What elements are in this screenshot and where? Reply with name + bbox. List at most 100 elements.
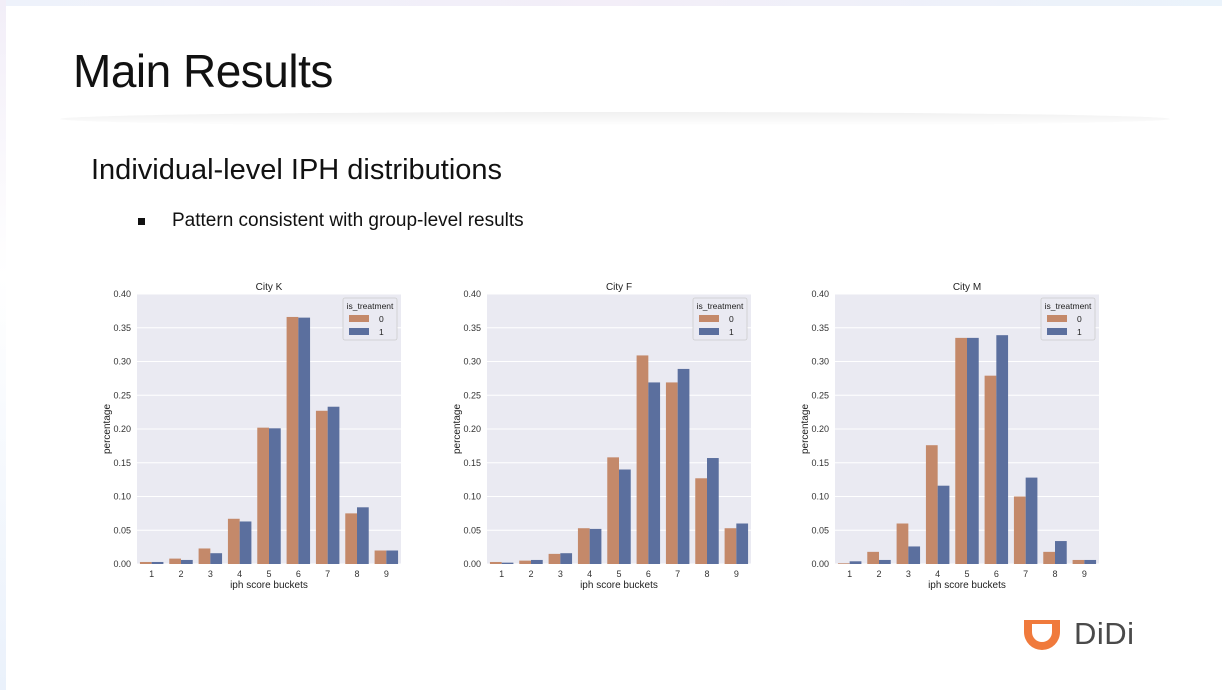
- legend-label-1: 1: [379, 327, 384, 337]
- y-tick-label: 0.25: [463, 390, 481, 400]
- bar-series-1: [1055, 541, 1067, 564]
- x-tick-label: 6: [994, 569, 999, 579]
- legend-swatch-1: [349, 328, 369, 335]
- y-tick-label: 0.30: [113, 357, 131, 367]
- bar-series-0: [636, 355, 649, 564]
- y-axis-label: percentage: [102, 404, 113, 454]
- y-tick-label: 0.05: [811, 525, 829, 535]
- x-tick-label: 2: [178, 569, 183, 579]
- bar-series-1: [210, 553, 223, 564]
- legend-title: is_treatment: [1045, 301, 1092, 311]
- bar-series-0: [665, 382, 678, 564]
- bar-series-0: [695, 478, 707, 564]
- bar-series-1: [560, 553, 573, 564]
- y-tick-label: 0.30: [811, 357, 829, 367]
- legend-label-0: 0: [729, 314, 734, 324]
- y-tick-label: 0.30: [463, 357, 481, 367]
- bar-series-1: [908, 546, 921, 564]
- x-tick-label: 3: [208, 569, 213, 579]
- slide-title: Main Results: [73, 45, 333, 97]
- bar-series-1: [269, 428, 281, 564]
- chart-city-m: 0.00 0.05 0.10 0.15 0.20 0.25 0.30 0.35 0.40 City…: [800, 282, 1099, 591]
- bar-series-1: [996, 335, 1009, 564]
- top-gradient-strip: [0, 0, 1222, 6]
- bar-series-0: [955, 337, 967, 564]
- x-axis-label: iph score buckets: [928, 580, 1006, 591]
- bar-series-1: [1025, 477, 1038, 564]
- x-tick-label: 8: [1052, 569, 1057, 579]
- bar-series-0: [169, 558, 181, 564]
- y-tick-label: 0.10: [113, 492, 131, 502]
- y-tick-label: 0.35: [811, 323, 829, 333]
- legend-label-1: 1: [1077, 327, 1082, 337]
- bullet-item: Pattern consistent with group-level resu…: [138, 210, 524, 232]
- bar-series-1: [967, 337, 979, 564]
- x-tick-label: 1: [499, 569, 504, 579]
- bar-series-0: [519, 560, 531, 564]
- x-tick-label: 2: [876, 569, 881, 579]
- bar-series-0: [315, 410, 328, 564]
- bar-series-1: [619, 469, 631, 564]
- y-axis-label: percentage: [800, 404, 811, 454]
- chart-title: City K: [256, 282, 283, 293]
- bar-series-0: [198, 548, 211, 564]
- y-tick-label: 0.00: [811, 559, 829, 569]
- y-tick-label: 0.00: [113, 559, 131, 569]
- legend-swatch-0: [349, 315, 369, 322]
- bar-series-1: [707, 458, 719, 564]
- legend-title: is_treatment: [347, 301, 394, 311]
- y-tick-label: 0.20: [811, 424, 829, 434]
- bar-series-0: [139, 561, 152, 564]
- slide-subtitle: Individual-level IPH distributions: [91, 154, 503, 186]
- x-tick-label: 6: [646, 569, 651, 579]
- x-axis-label: iph score buckets: [580, 580, 658, 591]
- legend-label-0: 0: [379, 314, 384, 324]
- x-tick-label: 3: [906, 569, 911, 579]
- bar-series-0: [837, 563, 850, 564]
- bar-series-0: [345, 513, 357, 564]
- x-tick-label: 3: [558, 569, 563, 579]
- y-tick-label: 0.40: [113, 289, 131, 299]
- y-tick-label: 0.15: [811, 458, 829, 468]
- x-tick-label: 9: [734, 569, 739, 579]
- bar-series-1: [531, 559, 543, 564]
- legend-title: is_treatment: [697, 301, 744, 311]
- x-tick-label: 6: [296, 569, 301, 579]
- y-axis-label: percentage: [452, 404, 463, 454]
- y-tick-label: 0.25: [113, 390, 131, 400]
- bar-series-0: [286, 316, 299, 564]
- logo-text: DiDi: [1074, 616, 1135, 651]
- y-tick-label: 0.15: [463, 458, 481, 468]
- bar-series-1: [357, 507, 369, 564]
- y-tick-label: 0.35: [113, 323, 131, 333]
- x-tick-label: 7: [325, 569, 330, 579]
- bullet-text: Pattern consistent with group-level resu…: [172, 210, 524, 231]
- bar-series-1: [151, 561, 164, 564]
- x-tick-label: 9: [1082, 569, 1087, 579]
- title-divider: [60, 112, 1170, 126]
- legend-swatch-1: [699, 328, 719, 335]
- x-axis-label: iph score buckets: [230, 580, 308, 591]
- y-tick-label: 0.40: [811, 289, 829, 299]
- bar-series-0: [607, 457, 619, 564]
- square-bullet-icon: [138, 217, 145, 225]
- bar-series-0: [489, 561, 502, 564]
- y-tick-label: 0.15: [113, 458, 131, 468]
- bar-series-1: [879, 559, 891, 564]
- x-tick-label: 4: [237, 569, 242, 579]
- y-tick-label: 0.05: [113, 525, 131, 535]
- legend-swatch-0: [1047, 315, 1067, 322]
- bar-series-0: [548, 553, 561, 564]
- bar-series-0: [257, 427, 269, 564]
- legend-swatch-0: [699, 315, 719, 322]
- x-tick-label: 7: [1023, 569, 1028, 579]
- bar-series-1: [937, 485, 950, 564]
- bar-series-0: [896, 523, 909, 564]
- bar-series-1: [298, 317, 311, 564]
- x-tick-label: 8: [354, 569, 359, 579]
- y-tick-label: 0.05: [463, 525, 481, 535]
- bar-series-0: [925, 445, 938, 564]
- y-tick-label: 0.20: [463, 424, 481, 434]
- didi-logo-icon: [1024, 620, 1060, 650]
- y-tick-label: 0.00: [463, 559, 481, 569]
